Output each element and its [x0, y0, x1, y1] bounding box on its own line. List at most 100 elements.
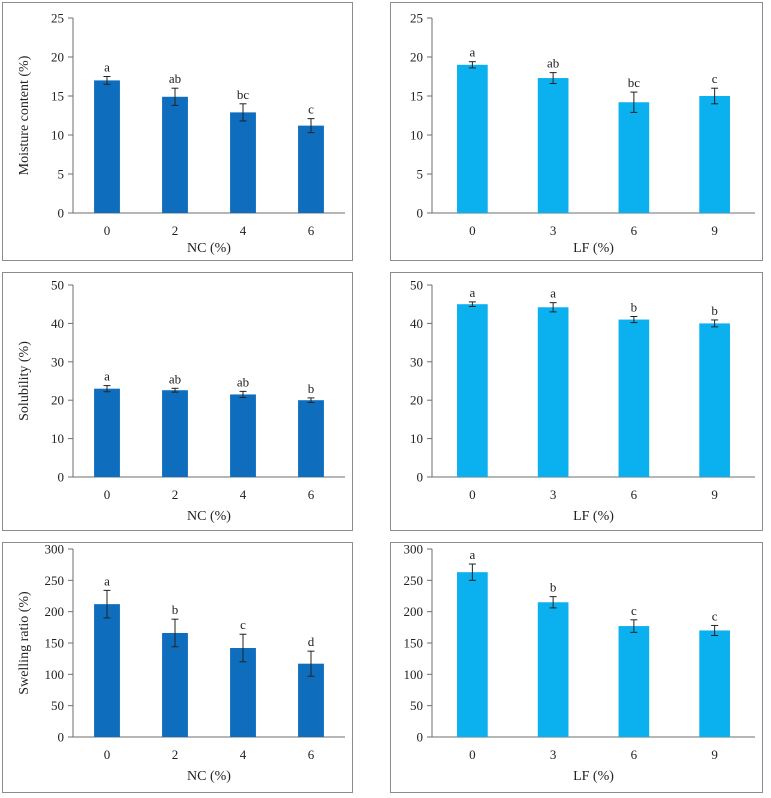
- significance-letter: c: [240, 617, 246, 632]
- y-tick-label: 0: [417, 730, 424, 745]
- significance-letter: ab: [169, 371, 181, 386]
- y-tick-label: 5: [417, 167, 424, 182]
- y-tick-label: 20: [51, 393, 64, 408]
- y-tick-label: 25: [410, 11, 423, 26]
- significance-letter: c: [712, 608, 718, 623]
- x-tick-label: 3: [550, 487, 557, 502]
- bar: [94, 388, 120, 477]
- significance-letter: c: [631, 603, 637, 618]
- significance-letter: a: [104, 369, 110, 384]
- significance-letter: c: [308, 102, 314, 117]
- bar: [699, 323, 730, 477]
- y-tick-label: 10: [410, 431, 423, 446]
- x-tick-label: 2: [172, 223, 179, 238]
- x-tick-label: 9: [711, 223, 718, 238]
- significance-letter: b: [550, 580, 557, 595]
- x-tick-label: 3: [550, 223, 557, 238]
- y-tick-label: 40: [51, 316, 64, 331]
- chart-panel-2: 0 5 10 15 20 25 a 0 ab 3 bc 6 c 9 LF (%): [390, 2, 763, 261]
- y-axis-label: Solubility (%): [17, 341, 32, 421]
- x-axis-label: LF (%): [573, 509, 614, 524]
- x-tick-label: 0: [104, 747, 111, 762]
- significance-letter: bc: [628, 75, 641, 90]
- significance-letter: a: [104, 573, 110, 588]
- y-tick-label: 20: [410, 50, 423, 65]
- significance-letter: b: [631, 299, 638, 314]
- y-tick-label: 0: [58, 470, 65, 485]
- bar: [162, 390, 188, 477]
- significance-letter: c: [712, 71, 718, 86]
- y-tick-label: 15: [410, 89, 423, 104]
- chart-frame: [2, 542, 353, 793]
- y-tick-label: 50: [51, 278, 64, 293]
- significance-letter: ab: [547, 56, 559, 71]
- x-tick-label: 6: [308, 487, 315, 502]
- chart-frame: [2, 272, 353, 531]
- x-tick-label: 9: [711, 747, 718, 762]
- x-axis-label: NC (%): [187, 241, 231, 256]
- y-tick-label: 5: [58, 167, 65, 182]
- chart-panel-5: 0 50 100 150 200 250 300 a 0 b 2 c 4 d 6 NC (%) Swelling…: [2, 542, 353, 793]
- y-tick-label: 300: [404, 542, 424, 557]
- bar: [618, 626, 650, 737]
- bar: [457, 64, 488, 213]
- significance-letter: a: [469, 285, 475, 300]
- x-tick-label: 6: [631, 487, 638, 502]
- chart-frame: [2, 2, 353, 261]
- x-axis-label: LF (%): [573, 241, 614, 256]
- y-tick-label: 150: [404, 636, 424, 651]
- chart-frame: [390, 2, 763, 261]
- bar: [298, 400, 324, 477]
- y-tick-label: 100: [45, 667, 65, 682]
- chart-frame: [390, 542, 763, 793]
- y-tick-label: 40: [410, 316, 423, 331]
- significance-letter: a: [469, 547, 475, 562]
- bar: [699, 630, 730, 737]
- y-tick-label: 150: [45, 636, 65, 651]
- x-tick-label: 0: [469, 223, 476, 238]
- significance-letter: b: [172, 602, 179, 617]
- bar: [162, 96, 188, 213]
- y-tick-label: 25: [51, 11, 64, 26]
- bar: [162, 632, 188, 737]
- bar: [699, 96, 730, 213]
- significance-letter: ab: [237, 374, 249, 389]
- x-tick-label: 6: [308, 747, 315, 762]
- y-tick-label: 100: [404, 667, 424, 682]
- significance-letter: bc: [237, 87, 250, 102]
- significance-letter: a: [550, 286, 556, 301]
- chart-panel-1: 0 5 10 15 20 25 a 0 ab 2 bc 4 c 6 NC (%) Moisture conte…: [2, 2, 353, 261]
- bar: [94, 604, 120, 737]
- y-tick-label: 0: [417, 470, 424, 485]
- y-tick-label: 30: [51, 354, 64, 369]
- x-tick-label: 2: [172, 747, 179, 762]
- significance-letter: b: [308, 381, 315, 396]
- significance-letter: a: [469, 45, 475, 60]
- x-tick-label: 0: [469, 487, 476, 502]
- chart-frame: [390, 272, 763, 531]
- y-axis-label: Swelling ratio (%): [17, 591, 32, 695]
- chart-panel-3: 0 10 20 30 40 50 a 0 ab 2 ab 4 b 6 NC (%) Solubility (%…: [2, 272, 353, 531]
- x-tick-label: 9: [711, 487, 718, 502]
- y-tick-label: 15: [51, 89, 64, 104]
- bar: [537, 602, 569, 737]
- y-tick-label: 10: [51, 128, 64, 143]
- bar: [618, 319, 650, 477]
- x-tick-label: 6: [631, 747, 638, 762]
- y-tick-label: 50: [410, 698, 423, 713]
- significance-letter: b: [711, 303, 718, 318]
- y-tick-label: 200: [404, 604, 424, 619]
- bar: [457, 304, 488, 477]
- x-tick-label: 6: [308, 223, 315, 238]
- bar: [618, 102, 650, 213]
- x-axis-label: NC (%): [187, 769, 231, 784]
- y-tick-label: 10: [51, 431, 64, 446]
- bar: [94, 80, 120, 214]
- significance-letter: a: [104, 60, 110, 75]
- bar: [230, 648, 256, 737]
- chart-panel-4: 0 10 20 30 40 50 a 0 a 3 b 6 b 9 LF (%): [390, 272, 763, 531]
- bar: [230, 394, 256, 477]
- y-tick-label: 300: [45, 542, 65, 557]
- chart-panel-6: 0 50 100 150 200 250 300 a 0 b 3 c 6 c 9 LF (%): [390, 542, 763, 793]
